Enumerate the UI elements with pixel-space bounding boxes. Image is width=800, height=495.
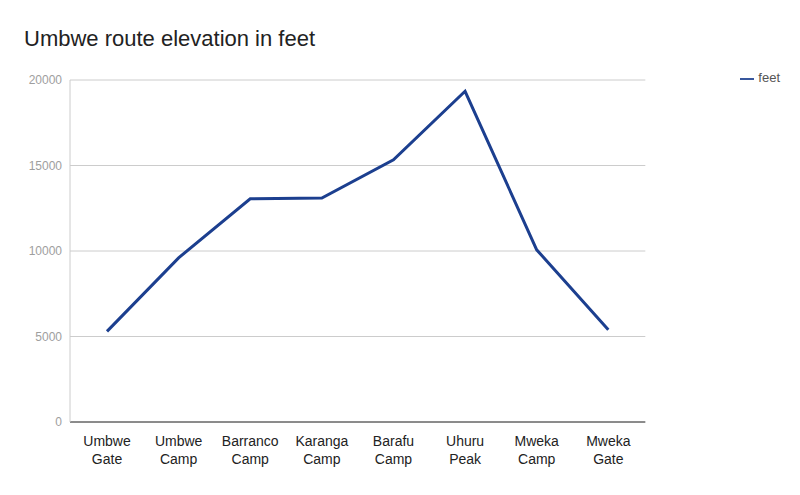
svg-text:BarrancoCamp: BarrancoCamp [222,433,279,467]
svg-text:15000: 15000 [29,159,63,173]
svg-text:UmbweCamp: UmbweCamp [155,433,203,467]
html-text:Umbwe route elevation in feet: Umbwe route elevation in feet [24,26,316,51]
svg-text:MwekaGate: MwekaGate [586,433,631,467]
svg-text:KarangaCamp: KarangaCamp [295,433,348,467]
svg-text:UhuruPeak: UhuruPeak [446,433,484,467]
svg-text:5000: 5000 [35,330,62,344]
svg-text:10000: 10000 [29,244,63,258]
html-text:feet: feet [758,70,780,85]
svg-text:0: 0 [55,415,62,429]
svg-text:20000: 20000 [29,73,63,87]
svg-text:UmbweGate: UmbweGate [83,433,131,467]
svg-text:BarafuCamp: BarafuCamp [373,433,414,467]
svg-text:MwekaCamp: MwekaCamp [515,433,560,467]
